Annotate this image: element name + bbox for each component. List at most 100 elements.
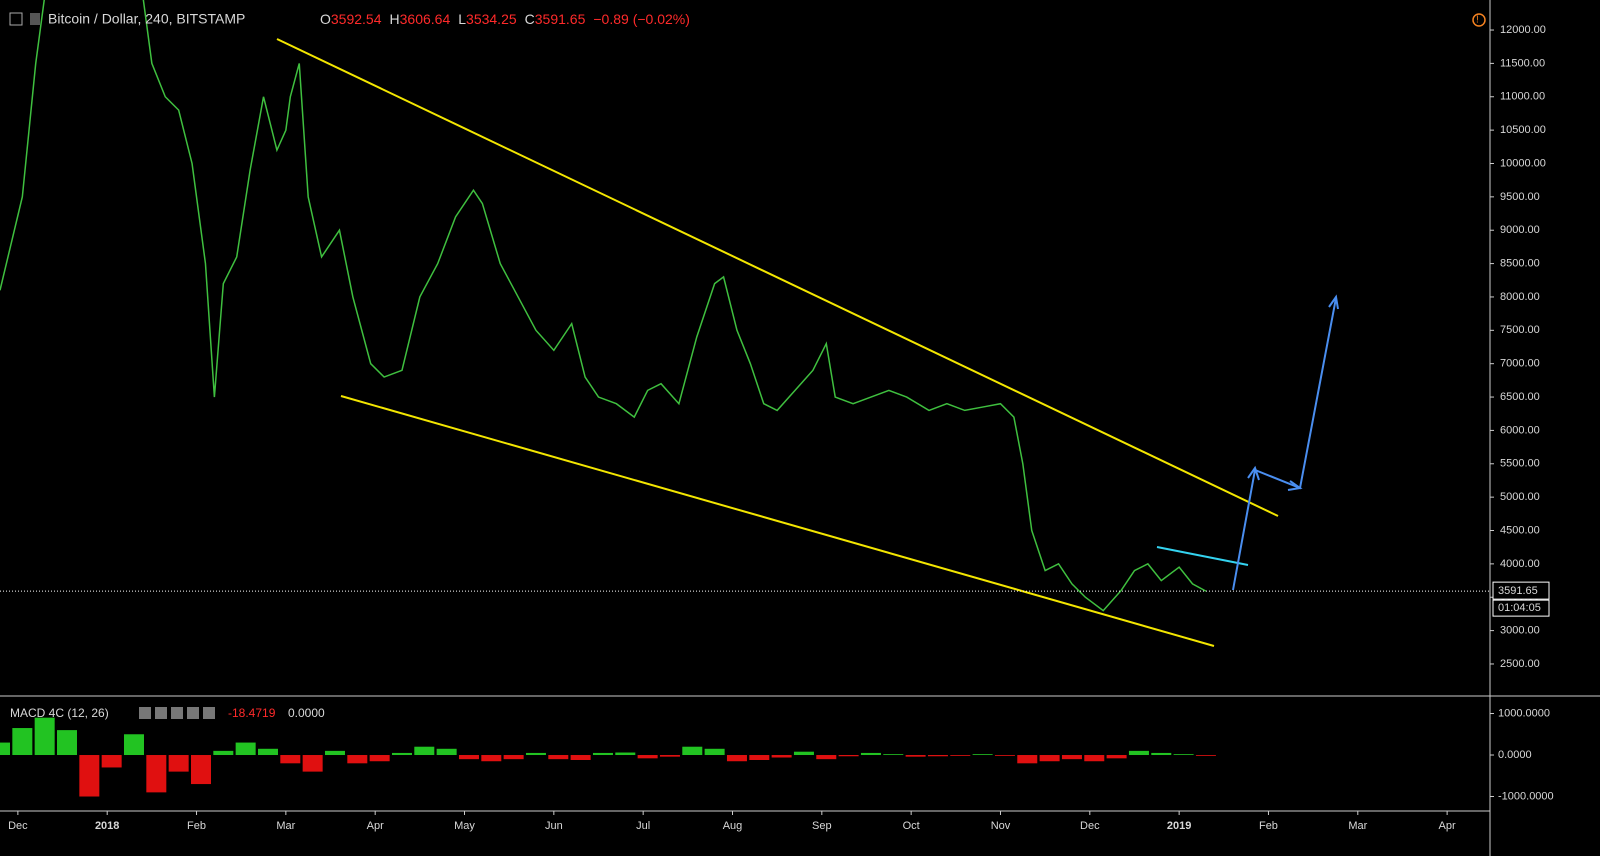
x-tick-label: Nov bbox=[991, 820, 1011, 832]
ohlc-legend: O3592.54 H3606.64 L3534.25 C3591.65 −0.89 (−… bbox=[320, 11, 690, 27]
x-tick-label: Apr bbox=[1439, 820, 1456, 832]
macd-bar bbox=[79, 755, 100, 797]
x-tick-label: Aug bbox=[723, 820, 743, 832]
macd-bar bbox=[257, 748, 278, 756]
macd-bar bbox=[123, 734, 144, 756]
change: −0.89 (−0.02%) bbox=[593, 11, 690, 27]
macd-bar bbox=[615, 752, 636, 756]
projection-arrow bbox=[1232, 297, 1337, 591]
y-tick-label: 11000.00 bbox=[1500, 91, 1545, 103]
y-tick-label: 2500.00 bbox=[1500, 658, 1540, 670]
ohlc-value: 3592.54 bbox=[331, 11, 382, 27]
y-tick-label: 0.0000 bbox=[1498, 749, 1532, 761]
macd-bar bbox=[548, 755, 569, 760]
macd-bar bbox=[1039, 755, 1060, 762]
y-tick-label: 4000.00 bbox=[1500, 558, 1540, 570]
button[interactable] bbox=[187, 707, 199, 719]
button[interactable] bbox=[171, 707, 183, 719]
y-tick-label: 8500.00 bbox=[1500, 257, 1540, 269]
button[interactable] bbox=[203, 707, 215, 719]
x-tick-label: Jul bbox=[636, 820, 650, 832]
symbol-icon bbox=[30, 13, 40, 25]
x-tick-label: Feb bbox=[1259, 820, 1278, 832]
arrow-head bbox=[1247, 465, 1260, 481]
macd-bar bbox=[525, 752, 546, 756]
macd-bar bbox=[56, 730, 77, 756]
y-tick-label: 6000.00 bbox=[1500, 424, 1540, 436]
macd-bar bbox=[1173, 754, 1194, 756]
trendline bbox=[1156, 546, 1249, 566]
macd-bar bbox=[749, 755, 770, 760]
arrow-head bbox=[1328, 294, 1339, 310]
macd-bar bbox=[34, 717, 55, 756]
x-tick-label: Feb bbox=[187, 820, 206, 832]
macd-bar bbox=[190, 755, 211, 785]
macd-bar bbox=[972, 754, 993, 756]
price-line bbox=[0, 0, 1207, 612]
x-tick-label: Apr bbox=[367, 820, 384, 832]
button[interactable] bbox=[155, 707, 167, 719]
x-tick-label: Jun bbox=[545, 820, 563, 832]
macd-bar bbox=[369, 755, 390, 762]
ohlc-value: 3591.65 bbox=[535, 11, 586, 27]
macd-bar bbox=[592, 752, 613, 756]
arrow-head bbox=[1287, 480, 1303, 491]
y-tick-label: 3000.00 bbox=[1500, 625, 1540, 637]
macd-bar bbox=[436, 748, 457, 756]
macd-bar bbox=[570, 755, 591, 760]
countdown-box bbox=[1492, 599, 1550, 617]
ohlc-value: 3606.64 bbox=[400, 11, 451, 27]
drawings bbox=[276, 38, 1339, 647]
y-tick-label: 10500.00 bbox=[1500, 124, 1546, 136]
x-tick-label: Mar bbox=[276, 820, 295, 832]
macd-bar bbox=[324, 750, 345, 756]
macd-bar bbox=[704, 748, 725, 756]
macd-bar bbox=[637, 755, 658, 759]
last-price-box bbox=[1492, 581, 1550, 600]
macd-bar bbox=[682, 746, 703, 756]
macd-reading: -18.4719 bbox=[228, 706, 276, 720]
collapse-icon[interactable] bbox=[9, 12, 23, 26]
symbol-title[interactable]: Bitcoin / Dollar, 240, BITSTAMP bbox=[48, 11, 245, 27]
price-pane bbox=[0, 0, 1207, 612]
y-tick-label: 7000.00 bbox=[1500, 358, 1540, 370]
macd-bar bbox=[213, 750, 234, 756]
macd-bar bbox=[1128, 750, 1149, 756]
x-tick-label: Dec bbox=[1080, 820, 1100, 832]
macd-bar bbox=[168, 755, 189, 772]
macd-bar bbox=[771, 755, 792, 758]
macd-bar bbox=[793, 751, 814, 756]
y-tick-label: 1000.0000 bbox=[1498, 707, 1550, 719]
macd-bar bbox=[905, 755, 926, 757]
y-tick-label: 5000.00 bbox=[1500, 491, 1540, 503]
button[interactable] bbox=[139, 707, 151, 719]
macd-bar bbox=[1151, 752, 1172, 756]
y-tick-label: 5500.00 bbox=[1500, 458, 1540, 470]
macd-bar bbox=[347, 755, 368, 764]
macd-bar bbox=[1195, 755, 1216, 756]
x-tick-label: Dec bbox=[8, 820, 28, 832]
alert-icon[interactable] bbox=[1472, 13, 1486, 27]
macd-bar bbox=[280, 755, 301, 764]
y-tick-label: -1000.0000 bbox=[1498, 790, 1554, 802]
x-tick-label: 2019 bbox=[1167, 820, 1191, 832]
y-tick-label: 10000.00 bbox=[1500, 157, 1546, 169]
ohlc-key: L bbox=[458, 11, 466, 27]
last-price-label: 3591.65 bbox=[1498, 585, 1538, 597]
ohlc-key: H bbox=[390, 11, 400, 27]
ohlc-key: O bbox=[320, 11, 331, 27]
macd-bar bbox=[101, 755, 122, 768]
macd-bar bbox=[1084, 755, 1105, 762]
x-tick-label: Mar bbox=[1348, 820, 1367, 832]
y-tick-label: 9000.00 bbox=[1500, 224, 1540, 236]
countdown: 01:04:05 bbox=[1498, 602, 1541, 614]
macd-bar bbox=[1061, 755, 1082, 760]
macd-title: MACD 4C (12, 26) bbox=[10, 706, 109, 720]
alert-mark: ! bbox=[1476, 15, 1479, 26]
macd-bar bbox=[481, 755, 502, 762]
x-tick-label: Sep bbox=[812, 820, 832, 832]
y-tick-label: 9500.00 bbox=[1500, 191, 1540, 203]
x-tick-label: Oct bbox=[903, 820, 920, 832]
